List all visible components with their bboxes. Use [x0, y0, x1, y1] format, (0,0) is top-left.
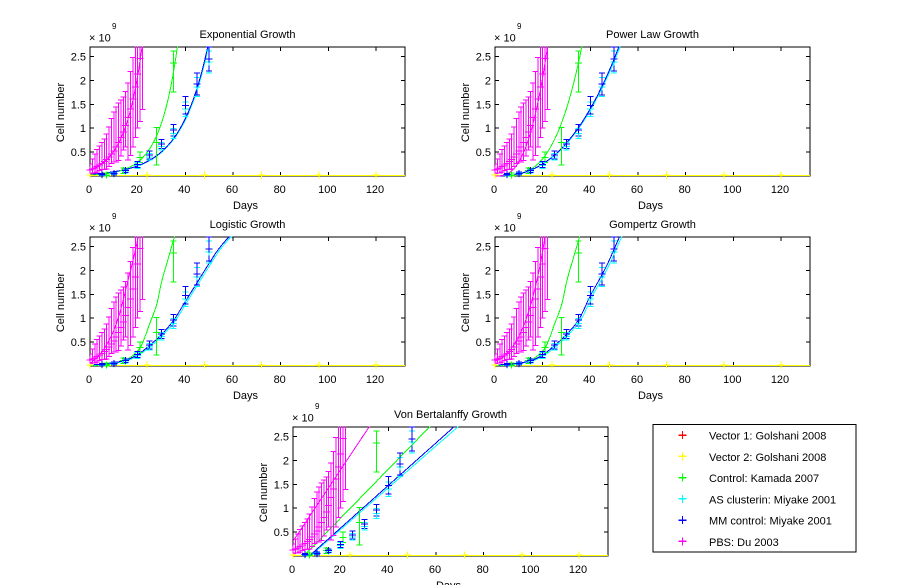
svg-text:60: 60	[226, 184, 238, 196]
svg-text:Cell number: Cell number	[460, 83, 472, 143]
svg-text:Von Bertalanffy Growth: Von Bertalanffy Growth	[394, 409, 507, 421]
svg-text:100: 100	[521, 564, 539, 576]
svg-text:Power Law Growth: Power Law Growth	[606, 29, 699, 41]
svg-text:1: 1	[485, 123, 491, 135]
svg-text:0.5: 0.5	[476, 337, 491, 349]
svg-text:60: 60	[429, 564, 441, 576]
svg-text:Exponential Growth: Exponential Growth	[200, 29, 296, 41]
svg-text:40: 40	[583, 374, 595, 386]
svg-text:0: 0	[289, 564, 295, 576]
svg-text:1: 1	[485, 313, 491, 325]
svg-text:2.5: 2.5	[476, 242, 491, 254]
svg-text:0.5: 0.5	[71, 147, 86, 159]
svg-text:Control: Kamada 2007: Control: Kamada 2007	[709, 473, 819, 485]
svg-text:40: 40	[178, 374, 190, 386]
svg-text:2.5: 2.5	[476, 52, 491, 64]
svg-text:100: 100	[318, 374, 336, 386]
svg-text:PBS: Du 2003: PBS: Du 2003	[709, 537, 779, 549]
svg-text:MM control: Miyake 2001: MM control: Miyake 2001	[709, 516, 832, 528]
svg-text:9: 9	[517, 22, 522, 31]
svg-text:Days: Days	[638, 390, 664, 402]
svg-text:1.5: 1.5	[476, 99, 491, 111]
svg-text:9: 9	[315, 402, 320, 411]
svg-text:0: 0	[491, 374, 497, 386]
svg-text:1: 1	[80, 313, 86, 325]
svg-text:1: 1	[80, 123, 86, 135]
svg-text:60: 60	[226, 374, 238, 386]
svg-text:1.5: 1.5	[476, 289, 491, 301]
svg-text:20: 20	[334, 564, 346, 576]
svg-text:2.5: 2.5	[71, 242, 86, 254]
svg-text:80: 80	[477, 564, 489, 576]
svg-text:Cell number: Cell number	[55, 83, 67, 143]
svg-text:20: 20	[131, 374, 143, 386]
svg-text:100: 100	[318, 184, 336, 196]
svg-text:Cell number: Cell number	[460, 273, 472, 333]
svg-text:0: 0	[86, 374, 92, 386]
svg-text:120: 120	[366, 184, 384, 196]
svg-text:9: 9	[112, 22, 117, 31]
svg-text:80: 80	[274, 184, 286, 196]
svg-text:100: 100	[723, 374, 741, 386]
svg-text:100: 100	[723, 184, 741, 196]
svg-text:9: 9	[112, 212, 117, 221]
svg-text:× 10: × 10	[292, 413, 314, 425]
svg-text:1.5: 1.5	[71, 289, 86, 301]
svg-text:Days: Days	[233, 200, 259, 212]
svg-text:60: 60	[631, 374, 643, 386]
svg-text:Days: Days	[233, 390, 259, 402]
svg-text:× 10: × 10	[89, 223, 111, 235]
svg-text:Cell number: Cell number	[258, 463, 270, 523]
svg-text:120: 120	[569, 564, 587, 576]
svg-text:× 10: × 10	[89, 33, 111, 45]
svg-text:120: 120	[366, 374, 384, 386]
svg-text:× 10: × 10	[494, 223, 516, 235]
svg-text:80: 80	[679, 374, 691, 386]
svg-text:Gompertz Growth: Gompertz Growth	[609, 219, 696, 231]
svg-text:Logistic Growth: Logistic Growth	[210, 219, 286, 231]
svg-text:20: 20	[131, 184, 143, 196]
svg-text:2.5: 2.5	[274, 432, 289, 444]
svg-text:80: 80	[679, 184, 691, 196]
svg-text:9: 9	[517, 212, 522, 221]
svg-text:0.5: 0.5	[476, 147, 491, 159]
svg-text:20: 20	[536, 374, 548, 386]
svg-text:2: 2	[485, 265, 491, 277]
svg-text:× 10: × 10	[494, 33, 516, 45]
svg-text:40: 40	[583, 184, 595, 196]
svg-text:2.5: 2.5	[71, 52, 86, 64]
svg-text:0: 0	[491, 184, 497, 196]
svg-text:0.5: 0.5	[274, 527, 289, 539]
svg-text:Days: Days	[638, 200, 664, 212]
svg-text:Vector 2: Golshani 2008: Vector 2: Golshani 2008	[709, 452, 826, 464]
svg-text:1.5: 1.5	[274, 479, 289, 491]
svg-text:2: 2	[80, 265, 86, 277]
svg-text:2: 2	[80, 75, 86, 87]
svg-text:80: 80	[274, 374, 286, 386]
svg-text:2: 2	[283, 455, 289, 467]
svg-text:Vector 1: Golshani 2008: Vector 1: Golshani 2008	[709, 431, 826, 443]
svg-text:120: 120	[771, 184, 789, 196]
svg-text:AS clusterin: Miyake 2001: AS clusterin: Miyake 2001	[709, 494, 836, 506]
svg-text:60: 60	[631, 184, 643, 196]
svg-text:0: 0	[86, 184, 92, 196]
svg-text:40: 40	[381, 564, 393, 576]
svg-text:0.5: 0.5	[71, 337, 86, 349]
svg-text:40: 40	[178, 184, 190, 196]
svg-text:20: 20	[536, 184, 548, 196]
svg-text:120: 120	[771, 374, 789, 386]
svg-text:Days: Days	[436, 580, 462, 585]
svg-text:Cell number: Cell number	[55, 273, 67, 333]
svg-text:1.5: 1.5	[71, 99, 86, 111]
svg-text:1: 1	[283, 503, 289, 515]
svg-text:2: 2	[485, 75, 491, 87]
